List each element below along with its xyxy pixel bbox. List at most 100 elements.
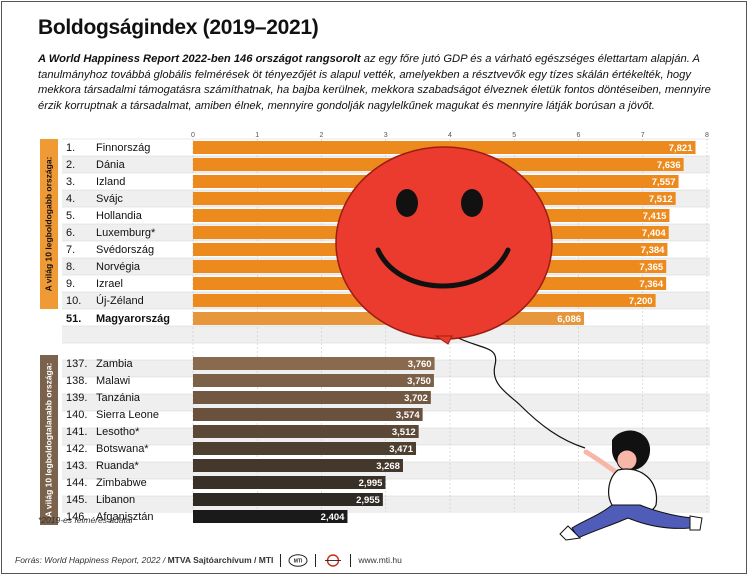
girl-head — [616, 449, 638, 471]
country-label: Izrael — [96, 278, 123, 290]
agency-credit: MTVA Sajtóarchívum / MTI — [167, 555, 274, 565]
bar — [193, 391, 431, 404]
rank-label: 7. — [66, 244, 75, 256]
value-label: 6,086 — [557, 314, 581, 325]
girl-shoe-right — [689, 515, 703, 531]
website-link[interactable]: www.mti.hu — [358, 555, 402, 565]
bar — [193, 476, 386, 489]
bar — [193, 493, 383, 506]
x-tick-label: 8 — [705, 132, 709, 139]
bar — [193, 425, 419, 438]
balloon-string — [451, 334, 586, 449]
country-label: Svájc — [96, 193, 123, 205]
country-label: Új-Zéland — [96, 294, 144, 307]
group-side-bands: A világ 10 legboldogabb országa: A világ … — [40, 139, 58, 525]
value-label: 3,471 — [389, 444, 413, 455]
footer-separator — [315, 553, 317, 567]
balloon-smile — [375, 247, 511, 289]
bar — [193, 510, 348, 523]
value-label: 7,384 — [641, 245, 665, 256]
smiley-balloon-illustration — [335, 146, 586, 449]
svg-text:MTI: MTI — [294, 558, 303, 564]
row-band — [62, 326, 710, 343]
value-label: 3,760 — [408, 359, 432, 370]
balloon-left-eye — [396, 189, 418, 217]
value-label: 2,404 — [321, 512, 345, 523]
value-label: 7,636 — [657, 160, 681, 171]
rank-label: 138. — [66, 375, 87, 387]
mtva-logo-icon — [325, 553, 342, 567]
footnote: *2019-es felmérés adatai — [38, 515, 133, 525]
country-label: Magyarország — [96, 313, 170, 325]
rank-label: 142. — [66, 443, 87, 455]
subtitle-body: az egy főre jutó GDP és a várható egészs… — [38, 53, 711, 112]
value-label: 7,512 — [649, 194, 673, 205]
country-label: Dánia — [96, 159, 126, 171]
country-label: Lesotho* — [96, 426, 140, 438]
x-tick-label: 4 — [448, 132, 452, 139]
x-tick-label: 5 — [512, 132, 516, 139]
group-band — [40, 139, 58, 309]
rank-label: 143. — [66, 460, 87, 472]
girl-shoe-left — [559, 525, 582, 541]
subtitle-lead: A World Happiness Report 2022-ben 146 or… — [38, 53, 361, 65]
footer-separator — [280, 553, 282, 567]
country-label: Tanzánia — [96, 392, 141, 404]
country-label: Finnország — [96, 142, 150, 154]
balloon-right-eye — [461, 189, 483, 217]
footer-separator — [350, 553, 352, 567]
rank-label: 145. — [66, 494, 87, 506]
value-label: 7,557 — [652, 177, 676, 188]
group-band — [40, 355, 58, 525]
country-label: Izland — [96, 176, 125, 188]
rank-label: 10. — [66, 295, 81, 307]
girl-legs — [571, 504, 693, 539]
rank-label: 2. — [66, 159, 75, 171]
value-label: 7,415 — [643, 211, 667, 222]
x-tick-label: 6 — [577, 132, 581, 139]
country-label: Botswana* — [96, 443, 149, 455]
rank-label: 1. — [66, 142, 75, 154]
chart-title: Boldogságindex (2019–2021) — [38, 16, 319, 39]
bar — [193, 408, 423, 421]
rank-label: 8. — [66, 261, 75, 273]
rank-label: 4. — [66, 193, 75, 205]
rank-label: 3. — [66, 176, 75, 188]
x-tick-label: 3 — [384, 132, 388, 139]
country-label: Malawi — [96, 375, 130, 387]
value-label: 7,365 — [639, 262, 663, 273]
value-label: 7,404 — [642, 228, 666, 239]
value-label: 7,364 — [639, 279, 663, 290]
x-tick-label: 7 — [641, 132, 645, 139]
country-label: Hollandia — [96, 210, 143, 222]
group-label: A világ 10 legboldogabb országa: — [43, 156, 53, 291]
rank-label: 144. — [66, 477, 87, 489]
mti-logo-icon: MTI — [288, 553, 308, 567]
rank-label: 51. — [66, 313, 81, 325]
source-credit: Forrás: World Happiness Report, 2022 / M… — [15, 555, 273, 565]
group-label: A világ 10 legboldogtalanabb országa: — [43, 363, 53, 518]
value-label: 3,702 — [404, 393, 428, 404]
country-label: Libanon — [96, 494, 135, 506]
rank-label: 5. — [66, 210, 75, 222]
value-label: 7,200 — [629, 296, 653, 307]
country-label: Svédország — [96, 244, 154, 256]
country-label: Ruanda* — [96, 460, 140, 472]
rank-label: 9. — [66, 278, 75, 290]
rank-label: 137. — [66, 358, 87, 370]
value-label: 2,955 — [356, 495, 380, 506]
bar — [193, 459, 403, 472]
footer: Forrás: World Happiness Report, 2022 / M… — [15, 553, 402, 567]
source-text: Forrás: World Happiness Report, 2022 / — [15, 555, 168, 565]
value-label: 3,750 — [407, 376, 431, 387]
country-label: Zambia — [96, 358, 134, 370]
rank-label: 146. — [66, 511, 87, 523]
balloon-knot — [434, 335, 453, 345]
running-girl-illustration — [559, 430, 703, 541]
country-label: Zimbabwe — [96, 477, 147, 489]
country-label: Luxemburg* — [96, 227, 156, 239]
country-label: Sierra Leone — [96, 409, 159, 421]
country-label: Afganisztán — [96, 511, 153, 523]
